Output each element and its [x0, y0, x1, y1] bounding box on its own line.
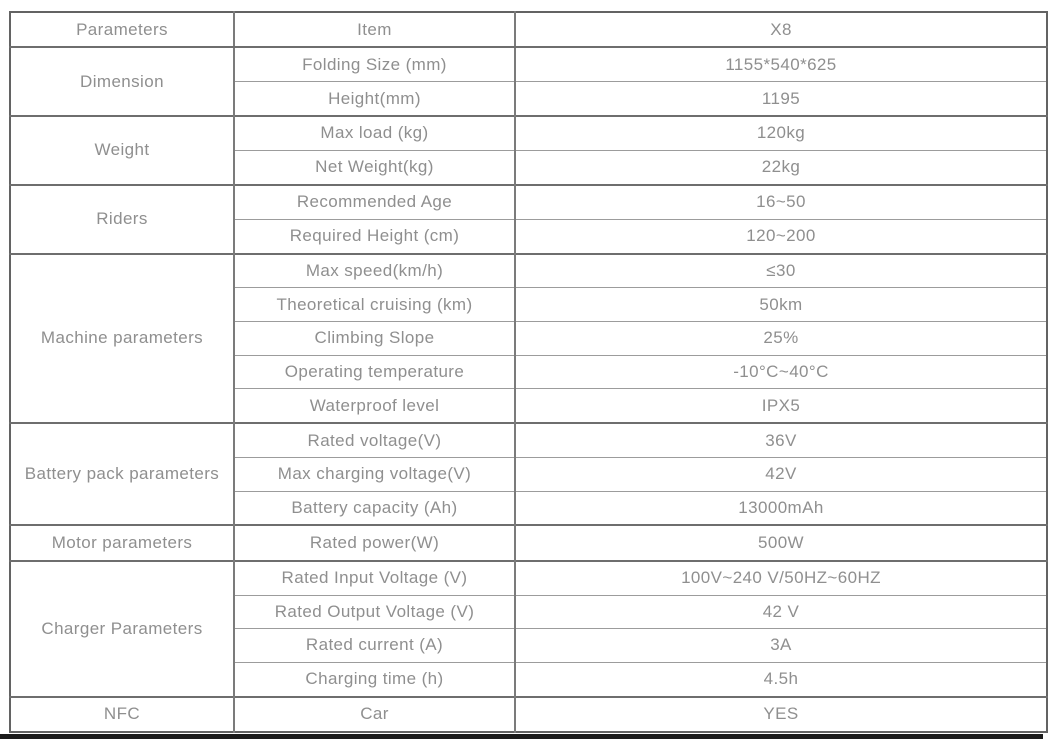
value-cell: 1155*540*625 — [514, 46, 1048, 83]
table-row: Height(mm) 1195 — [10, 81, 1048, 117]
group-motor-parameters: Motor parameters — [9, 524, 235, 562]
value-cell: 50km — [514, 287, 1048, 323]
item-cell: Battery capacity (Ah) — [233, 490, 516, 526]
table-row: Riders Recommended Age 16~50 — [9, 183, 1048, 255]
table-row: Waterproof level IPX5 — [10, 388, 1048, 424]
value-cell: 120kg — [514, 114, 1048, 151]
item-cell: Rated power(W) — [233, 524, 516, 562]
header-model: X8 — [514, 11, 1048, 49]
item-cell: Charging time (h) — [233, 661, 516, 698]
item-cell: Rated Output Voltage (V) — [233, 594, 516, 630]
value-cell: 1195 — [514, 81, 1048, 117]
value-cell: 120~200 — [514, 218, 1048, 255]
group-battery-pack-parameters: Battery pack parameters — [9, 422, 235, 526]
value-cell: 25% — [514, 321, 1048, 356]
group-charger-parameters: Charger Parameters — [9, 559, 235, 698]
value-cell: 42 V — [514, 594, 1048, 630]
spec-table: Parameters Item X8 Dimension Folding Siz… — [9, 11, 1048, 733]
item-cell: Net Weight(kg) — [233, 149, 516, 186]
item-cell: Max load (kg) — [233, 114, 516, 151]
group-riders: Riders — [9, 183, 235, 255]
table-row: Machine parameters Max speed(km/h) ≤30 — [9, 252, 1048, 424]
item-cell: Rated Input Voltage (V) — [233, 559, 516, 596]
item-cell: Rated voltage(V) — [233, 422, 516, 458]
value-cell: 13000mAh — [514, 490, 1048, 526]
value-cell: 100V~240 V/50HZ~60HZ — [514, 559, 1048, 596]
group-weight: Weight — [9, 114, 235, 186]
value-cell: 36V — [514, 422, 1048, 458]
table-row: NFC Car YES — [9, 695, 1048, 733]
item-cell: Rated current (A) — [233, 628, 516, 663]
table-row: Required Height (cm) 120~200 — [10, 218, 1048, 255]
table-row: Theoretical cruising (km) 50km — [10, 287, 1048, 323]
table-header-row: Parameters Item X8 — [9, 11, 1048, 49]
value-cell: ≤30 — [514, 252, 1048, 289]
value-cell: 42V — [514, 456, 1048, 492]
item-cell: Max charging voltage(V) — [233, 456, 516, 492]
table-row: Dimension Folding Size (mm) 1155*540*625 — [9, 46, 1048, 117]
item-cell: Recommended Age — [233, 183, 516, 220]
item-cell: Theoretical cruising (km) — [233, 287, 516, 323]
table-row: Charger Parameters Rated Input Voltage (… — [9, 559, 1048, 698]
value-cell: 22kg — [514, 149, 1048, 186]
item-cell: Max speed(km/h) — [233, 252, 516, 289]
table-row: Max charging voltage(V) 42V — [10, 456, 1048, 492]
value-cell: 4.5h — [514, 661, 1048, 698]
table-row: Charging time (h) 4.5h — [10, 661, 1048, 698]
table-row: Weight Max load (kg) 120kg — [9, 114, 1048, 186]
value-cell: IPX5 — [514, 388, 1048, 424]
value-cell: YES — [514, 695, 1048, 733]
item-cell: Waterproof level — [233, 388, 516, 424]
table-row: Rated Output Voltage (V) 42 V — [10, 594, 1048, 630]
table-row: Motor parameters Rated power(W) 500W — [9, 524, 1048, 562]
table-row: Battery pack parameters Rated voltage(V)… — [9, 422, 1048, 526]
item-cell: Car — [233, 695, 516, 733]
value-cell: 500W — [514, 524, 1048, 562]
page-bottom-edge-bar — [0, 734, 1043, 739]
header-item: Item — [233, 11, 516, 49]
group-dimension: Dimension — [9, 46, 235, 117]
value-cell: 3A — [514, 628, 1048, 663]
item-cell: Folding Size (mm) — [233, 46, 516, 83]
item-cell: Required Height (cm) — [233, 218, 516, 255]
value-cell: -10°C~40°C — [514, 354, 1048, 390]
header-parameters: Parameters — [9, 11, 235, 49]
table-row: Net Weight(kg) 22kg — [10, 149, 1048, 186]
value-cell: 16~50 — [514, 183, 1048, 220]
item-cell: Operating temperature — [233, 354, 516, 390]
item-cell: Climbing Slope — [233, 321, 516, 356]
group-machine-parameters: Machine parameters — [9, 252, 235, 424]
table-row: Climbing Slope 25% — [10, 321, 1048, 356]
item-cell: Height(mm) — [233, 81, 516, 117]
group-nfc: NFC — [9, 695, 235, 733]
table-row: Operating temperature -10°C~40°C — [10, 354, 1048, 390]
